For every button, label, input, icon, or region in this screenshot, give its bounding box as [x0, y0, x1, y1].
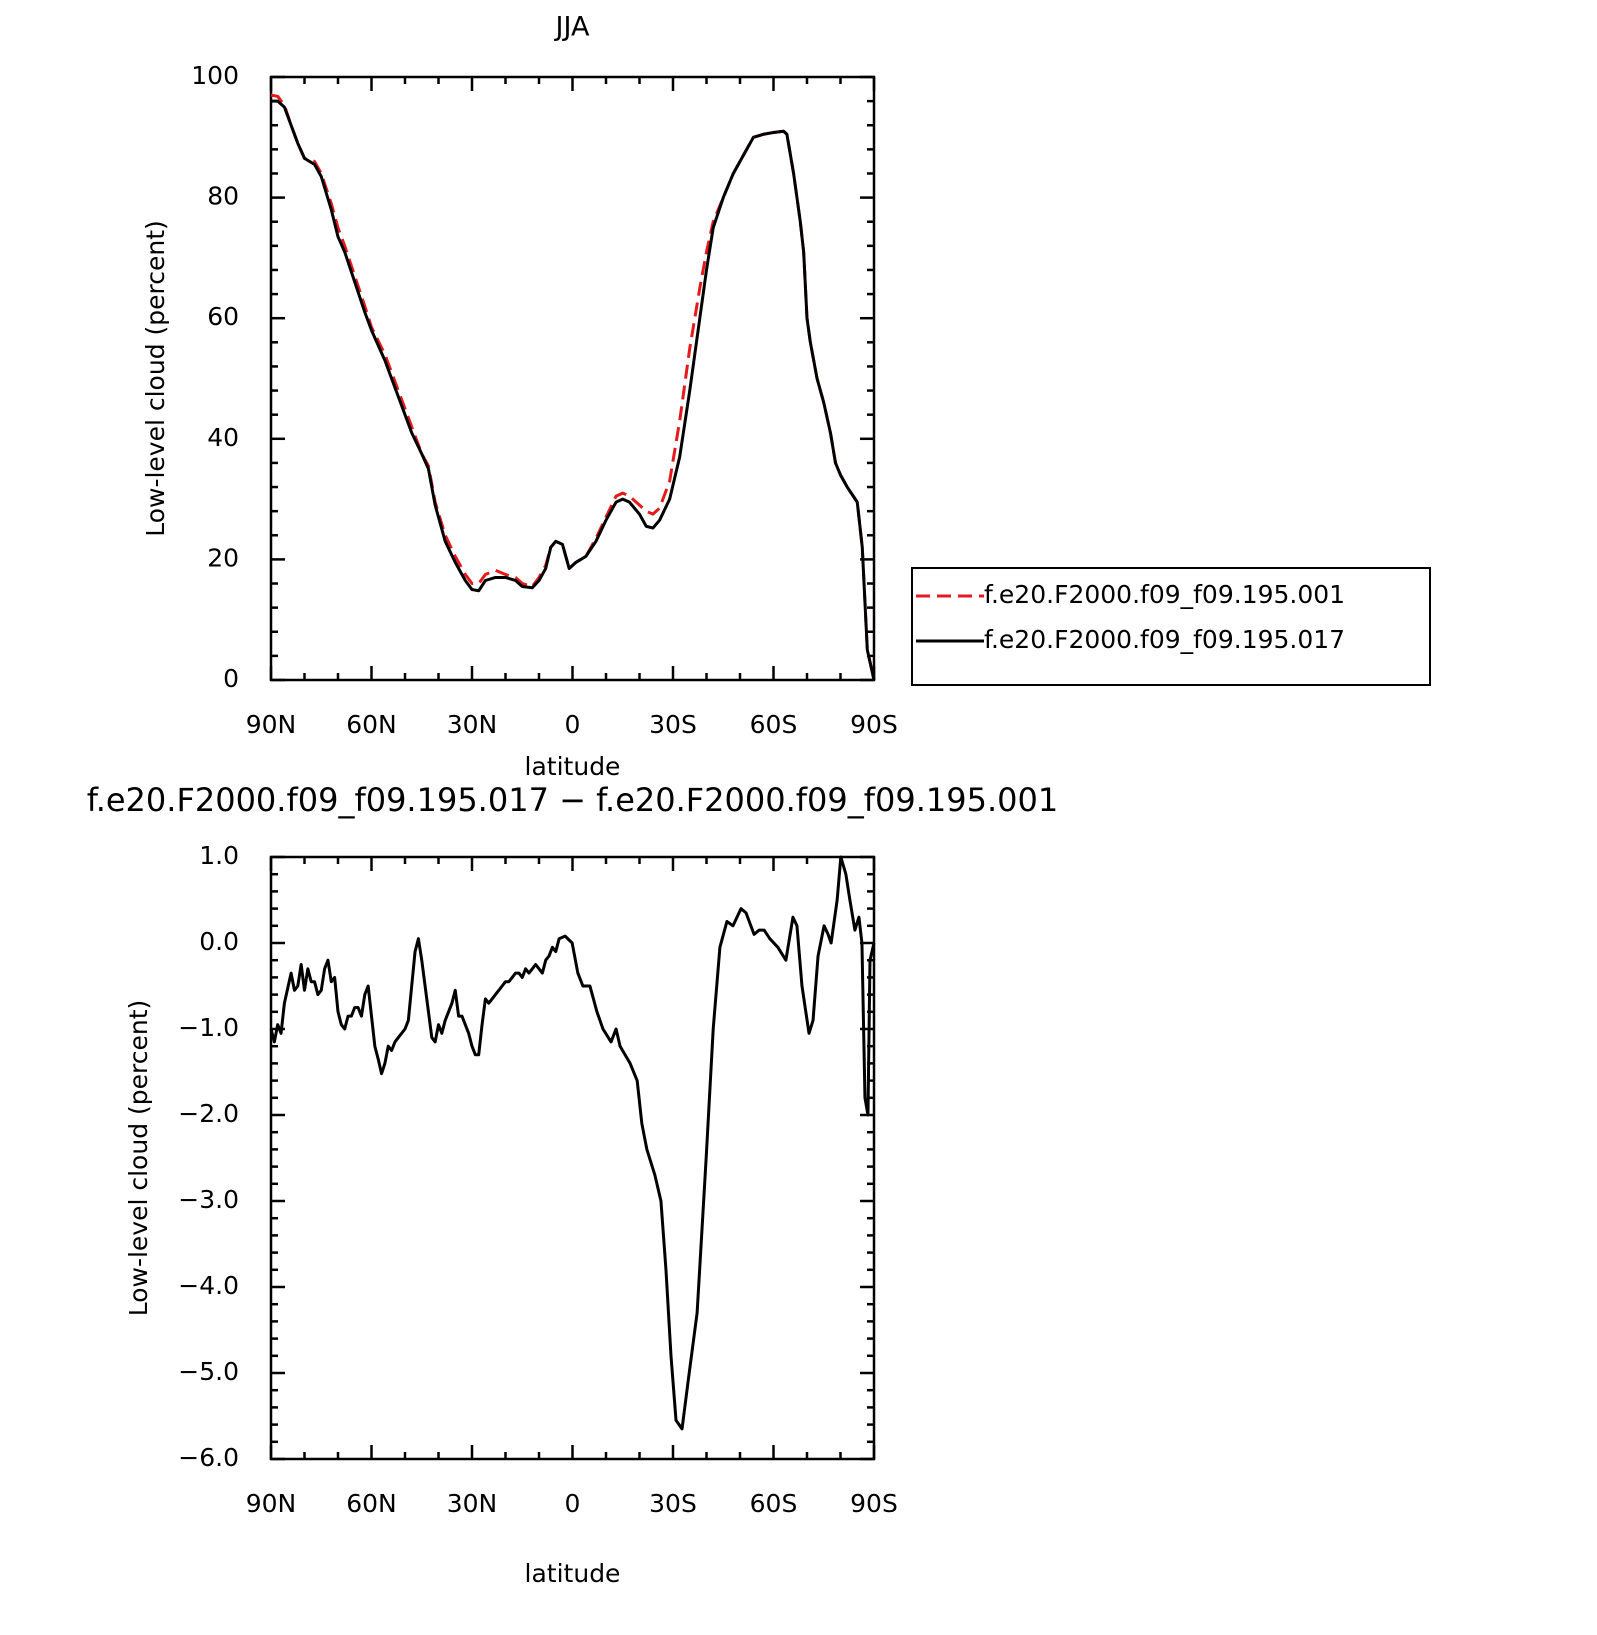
x-tick-label: 90S	[850, 1489, 898, 1518]
y-tick-label: −3.0	[178, 1185, 239, 1214]
y-tick-label: −5.0	[178, 1357, 239, 1386]
x-tick-label: 60S	[750, 1489, 798, 1518]
plot-frame	[269, 855, 876, 1461]
x-tick-label: 60N	[346, 710, 397, 739]
x-tick-label: 90N	[246, 710, 297, 739]
x-tick-label: 0	[565, 1489, 581, 1518]
x-axis-label: latitude	[525, 1559, 621, 1588]
legend-label: f.e20.F2000.f09_f09.195.017	[984, 625, 1345, 654]
x-tick-label: 60N	[346, 1489, 397, 1518]
legend: f.e20.F2000.f09_f09.195.001 f.e20.F2000.f…	[911, 567, 1431, 686]
plot: f.e20.F2000.f09_f09.195.017 − f.e20.F200…	[87, 781, 1059, 1588]
y-axis-label: Low-level cloud (percent)	[124, 1000, 153, 1317]
chart-title: JJA	[554, 12, 590, 43]
series-line	[270, 93, 876, 681]
x-tick-label: 90S	[850, 710, 898, 739]
y-tick-label: 0	[223, 664, 239, 693]
plot: JJA 90N 60N 30N 0 30S 60S 90S 0 20 40 60 80 100 latitu…	[141, 12, 898, 782]
x-tick-label: 30S	[649, 1489, 697, 1518]
x-tick-label: 30N	[447, 710, 498, 739]
y-tick-label: −1.0	[178, 1013, 239, 1042]
y-tick-label: 80	[207, 182, 239, 211]
legend-box	[911, 567, 1431, 686]
y-tick-label: 1.0	[199, 841, 239, 870]
x-tick-label: 30N	[447, 1489, 498, 1518]
x-tick-label: 30S	[649, 710, 697, 739]
x-tick-label: 90N	[246, 1489, 297, 1518]
x-tick-label: 60S	[750, 710, 798, 739]
series-line	[269, 855, 876, 1431]
y-tick-label: −6.0	[178, 1443, 239, 1472]
y-tick-label: 0.0	[199, 927, 239, 956]
y-tick-label: −2.0	[178, 1099, 239, 1128]
y-tick-label: 20	[207, 543, 239, 572]
series-line	[271, 99, 876, 681]
chart-title: f.e20.F2000.f09_f09.195.017 − f.e20.F200…	[87, 781, 1059, 819]
y-axis-label: Low-level cloud (percent)	[141, 220, 170, 537]
legend-label: f.e20.F2000.f09_f09.195.001	[984, 580, 1345, 609]
y-tick-label: −4.0	[178, 1271, 239, 1300]
plot-frame	[269, 75, 876, 682]
x-tick-label: 0	[565, 710, 581, 739]
x-axis-label: latitude	[525, 752, 621, 781]
y-tick-label: 60	[207, 302, 239, 331]
y-tick-label: 100	[191, 61, 239, 90]
y-tick-label: 40	[207, 423, 239, 452]
